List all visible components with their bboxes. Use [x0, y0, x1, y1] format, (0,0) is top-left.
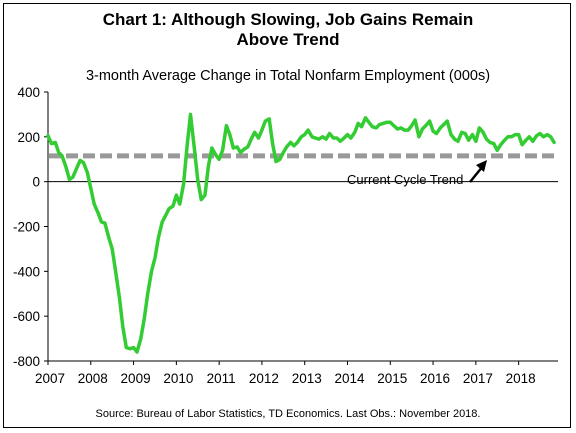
y-tick-label: 200 — [17, 130, 40, 145]
chart-title-line-1: Chart 1: Although Slowing, Job Gains Rem… — [102, 10, 474, 29]
chart-title-line-2: Above Trend — [236, 30, 340, 49]
y-tick-label: -200 — [13, 220, 40, 235]
trend-arrow-head — [476, 160, 487, 172]
line-chart: -800 -600 -400 -200 0 200 400 2007 2008 2009 2010 2… — [13, 85, 558, 386]
x-tick-label: 2013 — [292, 371, 322, 386]
y-tick-label: -400 — [13, 264, 40, 279]
chart-subtitle: 3-month Average Change in Total Nonfarm … — [85, 68, 491, 84]
x-tick-label: 2010 — [163, 371, 193, 386]
chart-source-note: Source: Bureau of Labor Statistics, TD E… — [95, 408, 481, 420]
y-tick-label: -800 — [13, 354, 40, 369]
x-tick-label: 2011 — [207, 371, 236, 386]
x-tick-label: 2017 — [463, 371, 493, 386]
x-tick-label: 2014 — [334, 371, 365, 386]
chart-frame: Chart 1: Although Slowing, Job Gains Rem… — [3, 3, 571, 428]
y-tick-label: 0 — [32, 175, 40, 190]
x-tick-label: 2018 — [506, 371, 536, 386]
x-tick-label: 2007 — [35, 371, 65, 386]
x-tick-label: 2009 — [121, 371, 151, 386]
chart-title: Chart 1: Although Slowing, Job Gains Rem… — [4, 10, 572, 50]
y-tick-label: 400 — [17, 85, 40, 100]
series-line — [46, 112, 556, 354]
x-tick-label: 2012 — [249, 371, 279, 386]
y-tick-label: -600 — [13, 309, 40, 324]
x-tick-label: 2016 — [420, 371, 450, 386]
x-tick-label: 2008 — [78, 371, 108, 386]
x-tick-label: 2015 — [377, 371, 407, 386]
trend-label: Current Cycle Trend — [347, 172, 463, 187]
